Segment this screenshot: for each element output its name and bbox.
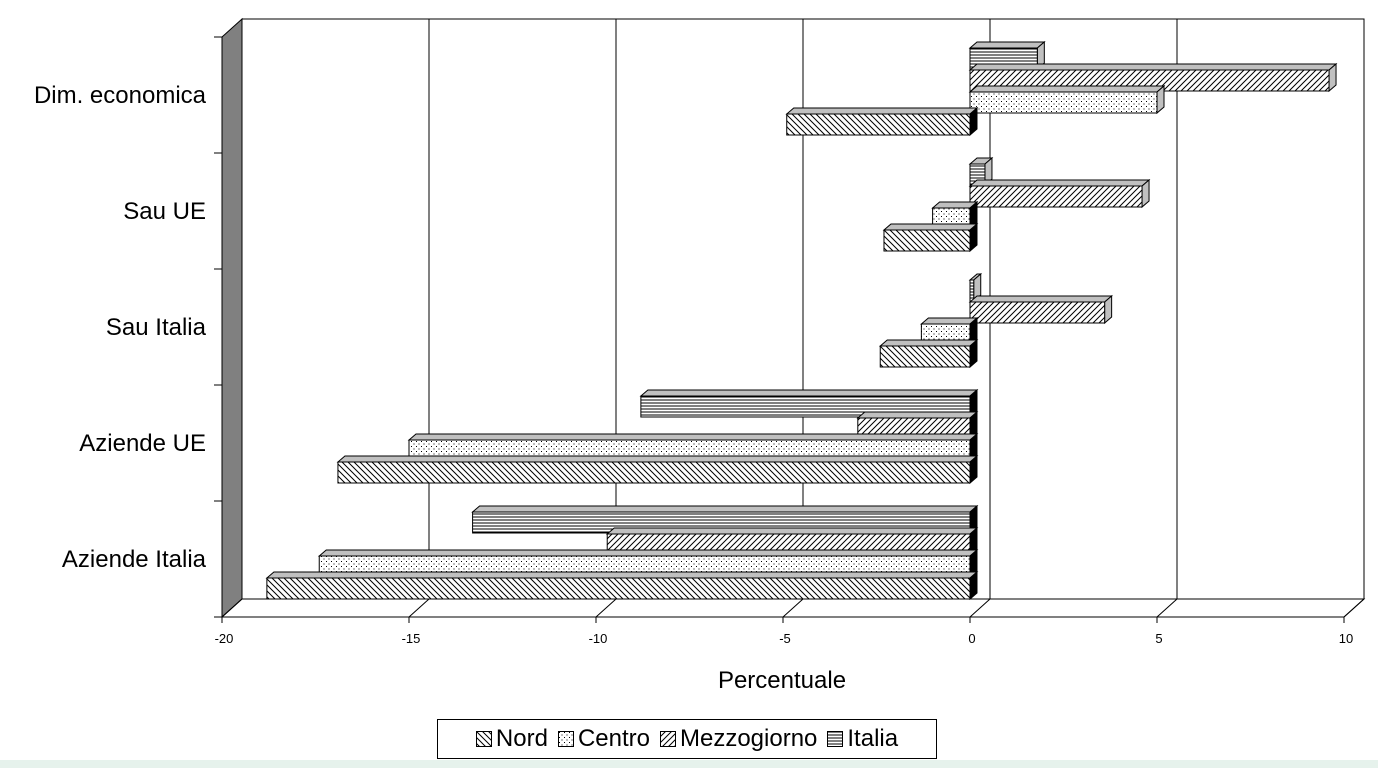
floor-gridline bbox=[408, 598, 430, 618]
bar-front bbox=[969, 185, 1143, 208]
bar-top bbox=[605, 527, 979, 535]
bar-top bbox=[785, 107, 979, 115]
x-tick-label: 5 bbox=[1155, 631, 1162, 646]
legend-item-mezzogiorno: Mezzogiorno bbox=[659, 725, 818, 752]
x-axis-title: Percentuale bbox=[718, 667, 846, 694]
bar-top bbox=[407, 433, 979, 441]
floor-gridline bbox=[1156, 598, 1178, 618]
legend-item-centro: Centro bbox=[557, 725, 650, 752]
bar-front bbox=[969, 279, 975, 302]
legend: Nord Centro Mezzogiorno Italia bbox=[437, 719, 937, 759]
bars bbox=[265, 40, 1338, 601]
bar-top bbox=[968, 41, 1046, 49]
legend-swatch bbox=[475, 731, 492, 747]
bar-nord-4 bbox=[265, 570, 979, 601]
legend-label: Italia bbox=[847, 725, 899, 752]
bar-top bbox=[968, 295, 1113, 303]
bar-top bbox=[471, 505, 979, 513]
bar-front bbox=[969, 91, 1158, 114]
category-label: Dim. economica bbox=[34, 82, 207, 109]
bar-top bbox=[968, 63, 1338, 71]
x-tick-label: 10 bbox=[1339, 631, 1353, 646]
bar-front bbox=[266, 577, 971, 600]
bar-top bbox=[317, 549, 979, 557]
bar-top bbox=[856, 411, 979, 419]
floor-gridline bbox=[1343, 598, 1365, 618]
bar-top bbox=[265, 571, 979, 579]
bar-top bbox=[639, 389, 979, 397]
floor-gridline bbox=[595, 598, 617, 618]
x-tick-label: -20 bbox=[215, 631, 234, 646]
legend-label: Mezzogiorno bbox=[679, 725, 818, 752]
side-wall bbox=[221, 17, 243, 619]
legend-swatch bbox=[827, 731, 844, 747]
bar-top bbox=[920, 317, 979, 325]
legend-label: Nord bbox=[495, 725, 548, 752]
category-label: Sau UE bbox=[123, 198, 206, 225]
bar-front bbox=[337, 461, 971, 484]
floor-gridline bbox=[969, 598, 991, 618]
bar-nord-3 bbox=[336, 454, 979, 485]
category-label: Sau Italia bbox=[106, 314, 207, 341]
bar-top bbox=[968, 179, 1151, 187]
bar-nord-1 bbox=[882, 222, 979, 253]
bar-front bbox=[883, 229, 971, 252]
x-tick-label: -10 bbox=[589, 631, 608, 646]
floor-gridline bbox=[221, 598, 243, 618]
legend-label: Centro bbox=[577, 725, 650, 752]
legend-swatch bbox=[557, 731, 574, 747]
floor-gridline bbox=[782, 598, 804, 618]
category-label: Aziende UE bbox=[79, 430, 206, 457]
x-tick-label: -5 bbox=[779, 631, 791, 646]
bar-mezzogiorno-2 bbox=[968, 294, 1113, 325]
x-tick-label: -15 bbox=[402, 631, 421, 646]
bar-nord-0 bbox=[785, 106, 979, 137]
bar-top bbox=[882, 223, 979, 231]
x-tick-label: 0 bbox=[968, 631, 975, 646]
bar-mezzogiorno-1 bbox=[968, 178, 1151, 209]
bar-top bbox=[336, 455, 979, 463]
legend-swatch bbox=[659, 731, 676, 747]
bar-front bbox=[786, 113, 971, 136]
bar-front bbox=[879, 345, 971, 368]
tick-marks bbox=[214, 36, 1345, 623]
legend-item-italia: Italia bbox=[827, 727, 898, 751]
bar-front bbox=[969, 301, 1106, 324]
bar-nord-2 bbox=[878, 338, 979, 369]
axis-labels: Dim. economica Sau UE Sau Italia Aziende UE… bbox=[34, 82, 1353, 646]
bottom-strip bbox=[0, 760, 1378, 768]
category-label: Aziende Italia bbox=[62, 546, 207, 573]
bar-italia-2 bbox=[968, 272, 983, 303]
bar-top bbox=[968, 85, 1166, 93]
legend-item-nord: Nord bbox=[475, 725, 548, 752]
bar-centro-0 bbox=[968, 84, 1166, 115]
bar-top bbox=[878, 339, 979, 347]
